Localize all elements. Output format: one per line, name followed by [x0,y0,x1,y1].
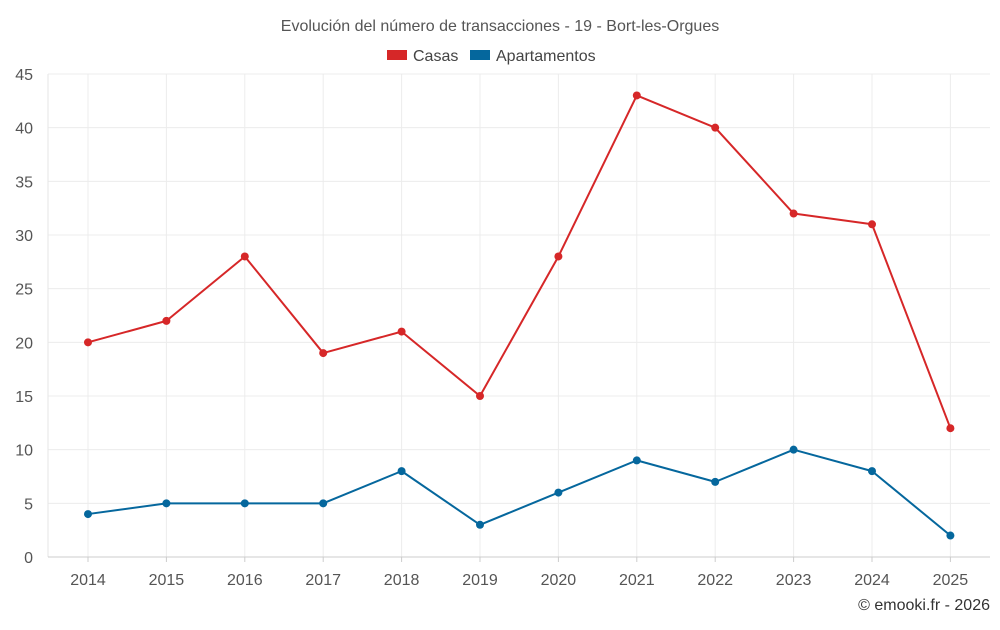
x-tick-label: 2023 [776,572,812,589]
data-point-apartamentos[interactable] [711,477,720,486]
x-tick-label: 2019 [462,572,498,589]
y-tick-label: 35 [15,174,33,191]
data-point-apartamentos[interactable] [84,510,92,519]
data-point-apartamentos[interactable] [632,456,641,465]
x-tick-label: 2017 [305,572,341,589]
series-layer [84,91,955,540]
series-line-casas [87,94,952,429]
data-point-casas[interactable] [554,252,563,261]
x-tick-label: 2016 [227,572,263,589]
y-tick-label: 40 [15,121,33,138]
data-point-apartamentos[interactable] [162,499,171,508]
x-tick-label: 2014 [70,572,106,589]
series-line-apartamentos [87,448,952,537]
data-point-casas[interactable] [946,424,955,433]
y-tick-label: 45 [15,67,33,84]
data-point-casas[interactable] [319,349,328,358]
data-point-apartamentos[interactable] [319,499,328,508]
data-point-casas[interactable] [632,91,641,100]
data-point-casas[interactable] [84,338,92,347]
data-point-apartamentos[interactable] [868,467,876,476]
data-point-apartamentos[interactable] [476,520,484,529]
data-point-casas[interactable] [162,316,171,325]
x-tick-label: 2020 [541,572,577,589]
data-point-casas[interactable] [476,392,484,400]
x-tick-label: 2024 [854,572,890,589]
x-tick-label: 2025 [933,572,969,589]
data-point-apartamentos[interactable] [397,467,406,476]
y-tick-label: 10 [15,443,33,460]
y-tick-label: 0 [24,550,33,567]
data-point-apartamentos[interactable] [946,531,955,540]
data-point-casas[interactable] [789,209,798,218]
data-point-apartamentos[interactable] [554,488,563,497]
y-tick-label: 30 [15,228,33,245]
y-tick-label: 25 [15,282,33,299]
grid [48,73,990,557]
legend-label-apartamentos: Apartamentos [496,48,596,65]
data-point-casas[interactable] [240,252,249,261]
data-point-casas[interactable] [397,327,406,336]
legend: Casas Apartamentos [387,48,596,65]
legend-item-apartamentos[interactable]: Apartamentos [470,48,596,65]
x-tick-label: 2021 [619,572,655,589]
data-point-casas[interactable] [868,220,876,229]
legend-swatch-casas [387,50,407,60]
x-tick-label: 2018 [384,572,420,589]
x-tick-label: 2015 [149,572,185,589]
legend-swatch-apartamentos [470,50,490,60]
y-tick-label: 20 [15,335,33,352]
legend-label-casas: Casas [413,48,458,65]
legend-item-casas[interactable]: Casas [387,48,458,65]
y-tick-label: 5 [24,496,33,513]
y-tick-label: 15 [15,389,33,406]
x-tick-label: 2022 [697,572,733,589]
credit-text: © emooki.fr - 2026 [858,597,990,614]
data-point-apartamentos[interactable] [240,499,249,508]
data-point-casas[interactable] [711,123,720,132]
data-point-apartamentos[interactable] [789,445,798,454]
chart-title: Evolución del número de transacciones - … [281,18,719,35]
